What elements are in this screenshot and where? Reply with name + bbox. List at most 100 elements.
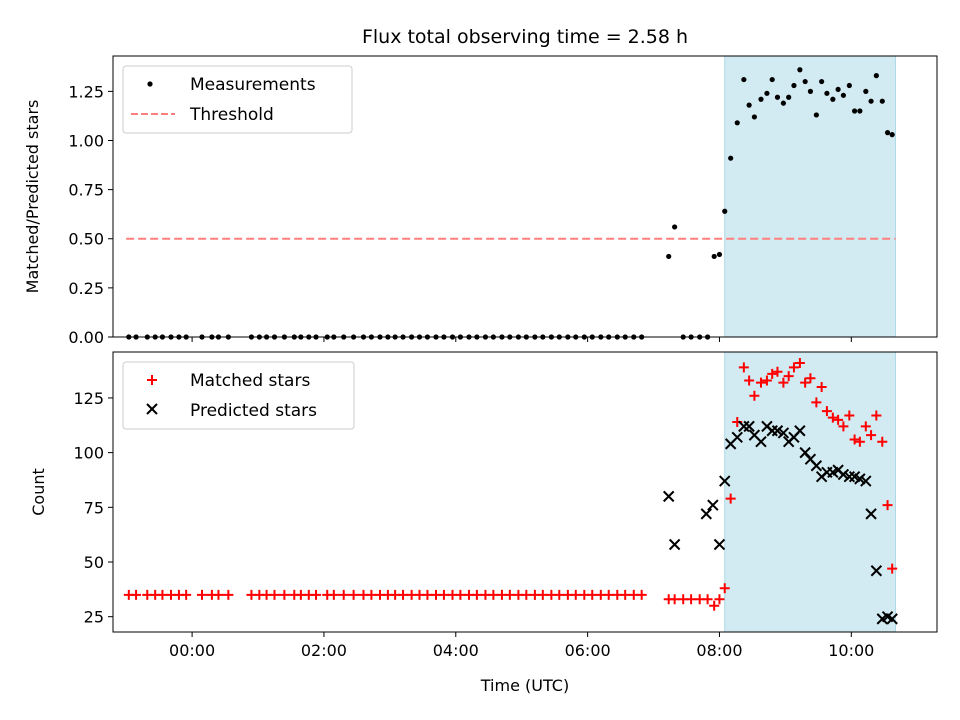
x-tick-label: 02:00 [301,641,347,660]
matched-star-point [398,589,409,600]
matched-star-point [744,375,755,386]
measurement-point [868,98,874,104]
measurement-point [813,112,819,118]
ratio-legend: Measurements Threshold [122,65,353,134]
matched-star-point [882,500,893,511]
x-tick-label: 10:00 [828,641,874,660]
predicted-star-point [860,475,872,487]
measurement-point [734,120,740,126]
legend-measurements-label: Measurements [190,75,316,95]
y-tick-label: 1.25 [68,82,104,101]
legend-threshold-label: Threshold [189,105,274,125]
predicted-star-point [713,538,726,551]
measurement-point [751,114,758,120]
measurement-point [728,155,734,161]
matched-star-point [714,594,725,605]
matched-star-point [157,589,168,600]
measurement-point [835,86,841,93]
matched-star-point [338,589,349,600]
predicted-star-point [854,473,866,485]
measurement-point [722,208,728,214]
observing-window-shade [724,351,896,633]
matched-star-point [854,436,865,447]
measurement-point [873,73,879,79]
matched-star-point [521,589,532,600]
matched-star-point [788,362,799,373]
matched-star-point [738,362,749,373]
count-y-axis-label: Count [29,468,48,516]
measurement-point [746,102,752,108]
x-tick-label: 06:00 [565,641,611,660]
y-tick-label: 75 [84,498,104,517]
matched-star-point [223,589,234,600]
matched-star-point [366,589,377,600]
matched-star-point [504,589,515,600]
predicted-star-point [743,420,755,433]
matched-star-point [570,589,581,600]
matched-star-point [213,589,224,600]
matched-star-point [488,589,499,600]
count-legend: Matched stars Predicted stars [122,361,355,430]
measurement-point [741,76,747,83]
y-tick-label: 50 [84,553,104,572]
y-tick-label: 25 [84,608,104,627]
matched-star-point [871,410,882,421]
count-plot-frame [112,351,938,633]
predicted-star-point [777,427,790,439]
matched-star-point [778,377,789,388]
matched-star-point [196,589,207,600]
matched-star-point [422,589,433,600]
ratio-legend-box [122,65,353,134]
measurement-point [840,92,846,98]
matched-star-point [827,412,838,423]
matched-star-point [181,589,192,600]
matched-star-point [348,589,359,600]
matched-star-point [767,368,778,379]
y-tick-label: 100 [73,444,104,463]
ratio-plot-frame [112,55,938,338]
count-legend-box [122,361,355,430]
measurement-point [716,251,723,258]
measurement-point [802,78,808,85]
measurement-point [807,88,814,94]
y-tick-label: 0.50 [68,230,104,249]
y-tick-label: 125 [73,389,104,408]
matched-star-point [131,589,142,600]
legend-matched-marker [147,375,157,385]
count-panel: 25 50 75 100 125 00:00 02:00 04:00 06:00 08:00 10… [29,351,938,695]
matched-star-point [603,589,614,600]
x-tick-label: 04:00 [433,641,479,660]
predicted-star-point [719,475,731,487]
predicted-star-point [662,490,675,503]
count-y-axis: 25 50 75 100 125 [73,389,113,627]
matched-star-point [311,589,322,600]
measurement-point [786,94,792,100]
predicted-star-point [771,425,784,437]
time-x-axis: 00:00 02:00 04:00 06:00 08:00 10:00 [169,632,874,660]
matched-star-point [755,377,766,388]
measurement-point [879,98,885,104]
matched-star-point [794,357,805,368]
measurement-point [830,96,836,102]
ratio-y-axis: 0.00 0.25 0.50 0.75 1.00 1.25 [68,82,113,347]
y-tick-label: 0.00 [68,328,104,347]
x-tick-label: 08:00 [696,641,742,660]
measurement-point [774,94,781,100]
measurement-point [672,224,678,230]
predicted-star-point [755,435,767,448]
measurement-point [769,76,775,83]
matched-star-point [438,589,449,600]
y-tick-label: 0.75 [68,181,104,200]
measurement-point [791,82,797,89]
matched-star-point [702,594,713,605]
matched-star-point [279,589,290,600]
matched-star-point [709,600,720,611]
predicted-star-point [810,460,823,472]
matched-star-point [772,366,783,377]
matched-stars-points [123,357,898,611]
predicted-star-point [731,431,743,444]
matched-star-point [860,421,871,432]
legend-matched-label: Matched stars [190,371,310,391]
predicted-stars-points [662,420,898,625]
